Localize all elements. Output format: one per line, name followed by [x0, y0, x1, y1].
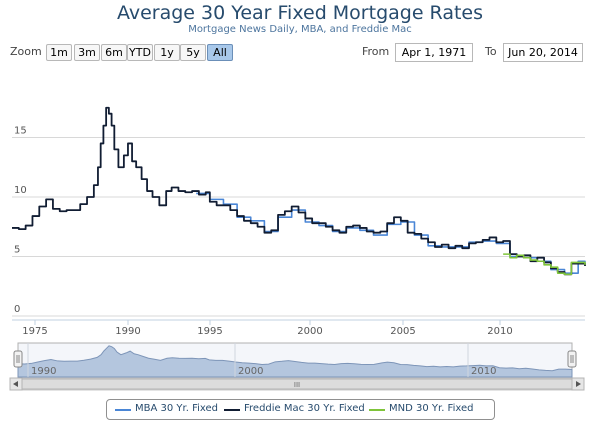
- y-tick-label: 10: [14, 185, 27, 196]
- chart-subtitle: Mortgage News Daily, MBA, and Freddie Ma…: [188, 24, 412, 35]
- to-label: To: [485, 45, 497, 58]
- y-tick-label: 0: [14, 304, 20, 315]
- zoom-button-3m[interactable]: 3m: [74, 44, 100, 61]
- legend: MBA 30 Yr. Fixed Freddie Mac 30 Yr. Fixe…: [106, 399, 495, 420]
- zoom-button-1m[interactable]: 1m: [46, 44, 72, 61]
- scrollbar-grip: III: [294, 381, 300, 389]
- zoom-button-all[interactable]: All: [207, 44, 233, 61]
- zoom-button-1y[interactable]: 1y: [154, 44, 180, 61]
- legend-label-freddie: Freddie Mac 30 Yr. Fixed: [244, 403, 365, 414]
- navigator-handle-right[interactable]: [567, 350, 577, 368]
- navigator-tick-label: 1990: [31, 366, 56, 377]
- arrow-right-icon: [576, 381, 581, 387]
- navigator-handle-left[interactable]: [13, 350, 23, 368]
- zoom-button-5y[interactable]: 5y: [180, 44, 206, 61]
- series-mnd: [503, 253, 586, 276]
- to-date-input[interactable]: [503, 43, 583, 62]
- y-tick-label: 15: [14, 126, 27, 137]
- zoom-button-6m[interactable]: 6m: [101, 44, 127, 61]
- legend-swatch-freddie: [224, 409, 240, 411]
- x-tick-label: 2000: [297, 326, 322, 337]
- navigator[interactable]: 1990 2000 2010: [13, 342, 577, 378]
- plot-area: [12, 106, 586, 276]
- series-mba: [196, 192, 586, 274]
- legend-swatch-mnd: [369, 409, 385, 411]
- legend-label-mnd: MND 30 Yr. Fixed: [389, 403, 474, 414]
- x-tick-label: 1975: [22, 326, 47, 337]
- y-axis-ticks: 0 5 10 15: [14, 126, 27, 316]
- series-freddie-mac: [12, 106, 586, 276]
- navigator-tick-label: 2000: [238, 366, 263, 377]
- from-label: From: [362, 45, 390, 58]
- x-tick-label: 2005: [390, 326, 415, 337]
- zoom-button-ytd[interactable]: YTD: [127, 44, 153, 61]
- from-date-input[interactable]: [395, 43, 473, 62]
- arrow-left-icon: [13, 381, 18, 387]
- chart-title: Average 30 Year Fixed Mortgage Rates: [116, 2, 484, 24]
- x-tick-label: 1990: [115, 326, 140, 337]
- navigator-area: [17, 345, 573, 378]
- y-tick-label: 5: [14, 245, 20, 256]
- x-tick-label: 1995: [197, 326, 222, 337]
- navigator-tick-label: 2010: [471, 366, 496, 377]
- legend-label-mba: MBA 30 Yr. Fixed: [135, 403, 218, 414]
- x-tick-label: 2010: [487, 326, 512, 337]
- x-axis-ticks: 1975 1990 1995 2000 2005 2010: [22, 320, 513, 337]
- grid-lines: [12, 137, 585, 321]
- zoom-label: Zoom: [10, 45, 42, 58]
- legend-swatch-mba: [115, 409, 131, 411]
- scrollbar[interactable]: III: [9, 377, 585, 391]
